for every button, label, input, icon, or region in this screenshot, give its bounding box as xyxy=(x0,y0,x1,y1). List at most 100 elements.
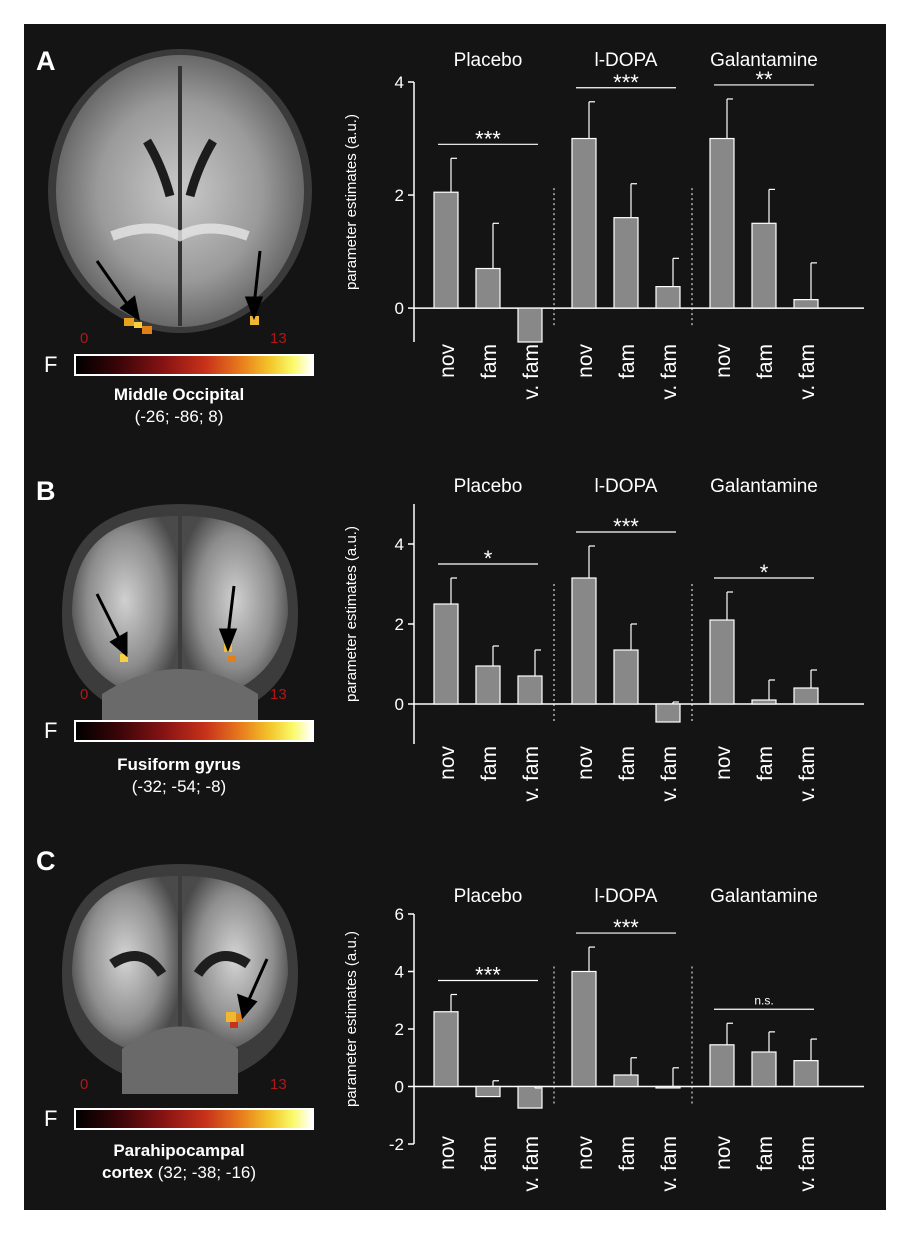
y-tick-label: 4 xyxy=(395,73,404,92)
group-title: l-DOPA xyxy=(595,50,658,71)
arrow-icon xyxy=(95,250,264,322)
y-tick-label: 4 xyxy=(395,963,404,982)
category-label: v. fam xyxy=(658,1136,681,1192)
row-c: C 0 13 F Parahipocampal xyxy=(24,814,886,1194)
brain-coronal-image xyxy=(62,504,298,729)
bar xyxy=(571,137,597,309)
bar xyxy=(613,1074,639,1088)
colorbar xyxy=(74,720,314,742)
bar xyxy=(517,1085,543,1109)
group-title: l-DOPA xyxy=(595,886,658,907)
colorbar-max: 13 xyxy=(270,686,287,703)
y-axis-label: parameter estimates (a.u.) xyxy=(343,114,360,290)
significance-label: n.s. xyxy=(754,993,773,1007)
arrow-icon xyxy=(95,585,238,658)
region-name: Parahipocampal xyxy=(113,1141,245,1160)
chart-c: -2 0 2 4 6 parameter estimates (a.u.) Placebo n… xyxy=(343,886,864,1192)
bar xyxy=(433,603,459,705)
significance-label: * xyxy=(760,560,769,585)
bar xyxy=(517,675,543,705)
category-label: fam xyxy=(478,746,501,781)
category-label: nov xyxy=(574,746,597,780)
bar xyxy=(709,1044,735,1088)
group-title: Galantamine xyxy=(710,476,818,497)
category-label: v. fam xyxy=(520,746,543,802)
significance-label: *** xyxy=(613,514,639,539)
group-title: Placebo xyxy=(454,50,523,71)
bar xyxy=(475,1085,501,1098)
bar xyxy=(517,307,543,343)
colorbar xyxy=(74,1108,314,1130)
panel-letter: C xyxy=(36,846,56,876)
category-label: v. fam xyxy=(796,1136,819,1192)
y-tick-label: -2 xyxy=(389,1135,404,1154)
bar xyxy=(751,222,777,309)
category-label: fam xyxy=(478,1136,501,1171)
y-axis-label: parameter estimates (a.u.) xyxy=(343,526,360,702)
bar xyxy=(571,970,597,1088)
significance-label: ** xyxy=(755,67,773,92)
bar xyxy=(793,299,819,309)
category-label: nov xyxy=(712,746,735,780)
y-tick-label: 2 xyxy=(395,615,404,634)
bar xyxy=(571,577,597,705)
category-label: v. fam xyxy=(658,746,681,802)
bar xyxy=(475,267,501,309)
y-tick-label: 2 xyxy=(395,1020,404,1039)
bar xyxy=(655,286,681,309)
region-coords: (-32; -54; -8) xyxy=(131,777,227,796)
category-label: v. fam xyxy=(520,344,543,400)
group-title: Galantamine xyxy=(710,886,818,907)
bar xyxy=(613,217,639,309)
row-b: B 0 13 F Fusiform gyrus xyxy=(24,424,886,804)
category-label: fam xyxy=(754,1136,777,1171)
category-label: fam xyxy=(616,1136,639,1171)
panel-letter: B xyxy=(36,476,56,506)
y-tick-label: 2 xyxy=(395,186,404,205)
brain-coronal-image xyxy=(62,864,298,1094)
bar xyxy=(613,649,639,705)
y-tick-label: 4 xyxy=(395,535,404,554)
activation-blobs xyxy=(226,1012,244,1028)
category-label: fam xyxy=(478,344,501,379)
bar xyxy=(709,137,735,309)
activation-blobs xyxy=(124,316,259,334)
category-label: nov xyxy=(436,344,459,378)
colorbar-label: F xyxy=(44,1106,58,1131)
bar xyxy=(475,665,501,705)
category-label: nov xyxy=(712,344,735,378)
brain-axial-image xyxy=(48,49,312,334)
region-coords: (-26; -86; 8) xyxy=(134,407,224,426)
region-name: Middle Occipital xyxy=(113,385,245,404)
region-coords: (32; -38; -16) xyxy=(157,1163,257,1182)
bar xyxy=(655,1085,681,1089)
category-label: nov xyxy=(436,746,459,780)
category-label: v. fam xyxy=(520,1136,543,1192)
y-tick-label: 0 xyxy=(395,1078,404,1097)
colorbar-max: 13 xyxy=(270,330,287,347)
category-label: nov xyxy=(436,1136,459,1170)
bar xyxy=(793,687,819,705)
significance-label: * xyxy=(484,546,493,571)
y-tick-label: 6 xyxy=(395,905,404,924)
category-label: nov xyxy=(574,1136,597,1170)
bar xyxy=(793,1060,819,1088)
bar xyxy=(433,191,459,309)
bar xyxy=(433,1011,459,1088)
y-tick-label: 0 xyxy=(395,695,404,714)
region-label: Parahipocampal cortex (32; -38; -16) xyxy=(54,1140,304,1184)
colorbar xyxy=(74,354,314,376)
arrow-icon xyxy=(236,958,269,1020)
region-label: Middle Occipital (-26; -86; 8) xyxy=(54,384,304,428)
colorbar-label: F xyxy=(44,718,58,743)
region-name-2: cortex xyxy=(101,1163,154,1182)
group-title: Galantamine xyxy=(710,50,818,71)
significance-label: *** xyxy=(613,70,639,95)
category-label: nov xyxy=(712,1136,735,1170)
colorbar-max: 13 xyxy=(270,1076,287,1093)
category-label: fam xyxy=(616,344,639,379)
group-title: l-DOPA xyxy=(595,476,658,497)
category-label: v. fam xyxy=(658,344,681,400)
